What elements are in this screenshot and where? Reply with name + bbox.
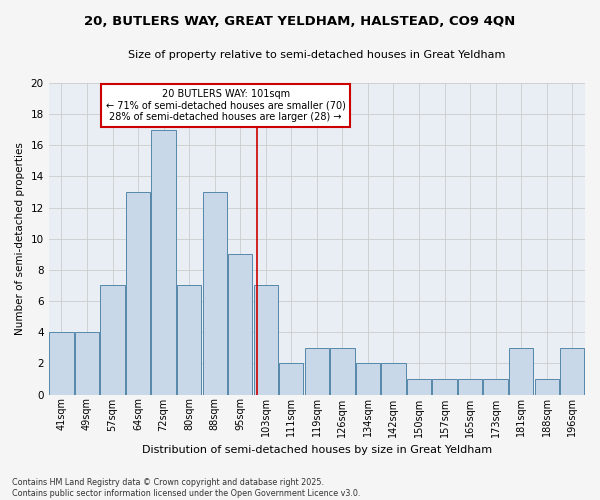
Bar [279, 364, 304, 394]
Bar [75, 332, 99, 394]
Bar [177, 286, 201, 395]
Text: 20, BUTLERS WAY, GREAT YELDHAM, HALSTEAD, CO9 4QN: 20, BUTLERS WAY, GREAT YELDHAM, HALSTEAD… [85, 15, 515, 28]
Bar [330, 348, 355, 395]
Bar [458, 379, 482, 394]
Bar [560, 348, 584, 395]
Bar [126, 192, 150, 394]
Bar [356, 364, 380, 394]
Bar [151, 130, 176, 394]
Text: 20 BUTLERS WAY: 101sqm
← 71% of semi-detached houses are smaller (70)
28% of sem: 20 BUTLERS WAY: 101sqm ← 71% of semi-det… [106, 89, 346, 122]
Title: Size of property relative to semi-detached houses in Great Yeldham: Size of property relative to semi-detach… [128, 50, 506, 60]
Bar [203, 192, 227, 394]
Bar [484, 379, 508, 394]
Bar [509, 348, 533, 395]
X-axis label: Distribution of semi-detached houses by size in Great Yeldham: Distribution of semi-detached houses by … [142, 445, 492, 455]
Bar [305, 348, 329, 395]
Bar [100, 286, 125, 395]
Bar [228, 254, 253, 394]
Bar [407, 379, 431, 394]
Bar [433, 379, 457, 394]
Bar [254, 286, 278, 395]
Bar [535, 379, 559, 394]
Bar [49, 332, 74, 394]
Bar [382, 364, 406, 394]
Text: Contains HM Land Registry data © Crown copyright and database right 2025.
Contai: Contains HM Land Registry data © Crown c… [12, 478, 361, 498]
Y-axis label: Number of semi-detached properties: Number of semi-detached properties [15, 142, 25, 335]
